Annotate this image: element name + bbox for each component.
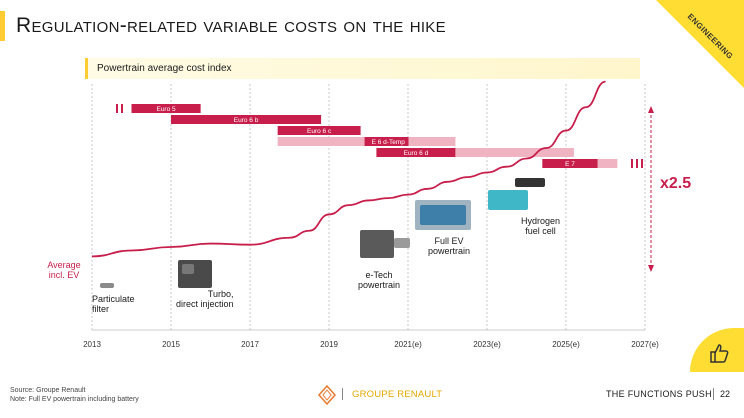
caption-particulate: Particulate filter — [92, 294, 135, 314]
legend-background — [88, 58, 640, 79]
etech-motor-detail — [394, 238, 410, 248]
slide-title: Regulation-related variable costs on the… — [16, 14, 446, 37]
norm-tick-mark — [631, 159, 633, 168]
x-tick-label: 2017 — [241, 340, 259, 349]
x-tick-label: 2023(e) — [473, 340, 501, 349]
turbo-engine-detail — [182, 264, 194, 274]
x-tick-label: 2027(e) — [631, 340, 659, 349]
norm-tick-mark — [636, 159, 638, 168]
norm-bar — [364, 137, 409, 146]
footer-note: Note: Full EV powertrain including batte… — [10, 396, 139, 403]
hydrogen-tank-detail — [515, 178, 545, 187]
norm-bar-extension — [277, 137, 365, 146]
caption-turbo: Turbo, direct injection — [176, 289, 234, 309]
thumbs-up-icon — [710, 344, 729, 363]
brand-text: GROUPE RENAULT — [352, 389, 443, 400]
series-label: Average — [47, 260, 80, 270]
norm-bar-extension — [368, 137, 456, 146]
brand-name: GROUPE RENAULT — [352, 389, 442, 400]
norm-bar-label: E 6 d-Temp — [372, 139, 406, 146]
legend-label: Powertrain average cost index — [97, 63, 232, 74]
caption-etech: e-Tech powertrain — [358, 270, 401, 290]
corner-banner — [656, 0, 744, 88]
footer-notes: Source: Groupe Renault Note: Full EV pow… — [10, 386, 139, 404]
norm-bar-extension — [597, 159, 618, 168]
norm-bar — [376, 148, 456, 157]
x-tick-label: 2019 — [320, 340, 338, 349]
multiplier-annotation: x2.5 — [660, 175, 692, 192]
hydrogen-fuel-cell-illustration — [488, 190, 528, 210]
legend-box — [85, 58, 643, 79]
norm-tick-mark — [116, 104, 118, 113]
norm-bar — [171, 115, 322, 124]
norm-tick-mark — [641, 159, 643, 168]
norm-bar — [542, 159, 598, 168]
norm-bar-label: E 7 — [565, 161, 575, 168]
norm-bar-label: Euro 5 — [156, 106, 176, 113]
page-number: 22 — [720, 389, 731, 399]
norm-bar-label: Euro 6 c — [307, 128, 332, 135]
norm-bar-extension — [455, 148, 574, 157]
norm-tick-mark — [121, 104, 123, 113]
section-name: THE FUNCTIONS PUSH — [606, 389, 712, 399]
series-line-average-incl-ev — [91, 80, 606, 258]
footer-source: Source: Groupe Renault — [10, 387, 86, 394]
turbo-engine-illustration — [178, 260, 212, 288]
x-tick-label: 2013 — [83, 340, 101, 349]
x-tick-label: 2015 — [162, 340, 180, 349]
multiplier-arrow-head — [648, 106, 654, 113]
x-tick-label: 2025(e) — [552, 340, 580, 349]
norm-bar-label: Euro 6 b — [234, 117, 259, 124]
norm-bar — [277, 126, 361, 135]
caption-fullev: Full EV powertrain — [428, 236, 471, 256]
title-accent-bar — [0, 11, 5, 41]
footer-separator — [342, 388, 343, 400]
full-ev-battery-detail — [420, 205, 466, 225]
series-label: incl. EV — [49, 270, 80, 280]
particulate-filter-illustration — [100, 283, 114, 288]
page-separator — [713, 388, 714, 400]
norm-bar — [131, 104, 201, 113]
norm-bar-label: Euro 6 d — [404, 150, 429, 157]
renault-logo-icon — [317, 384, 337, 406]
etech-powertrain-illustration — [360, 230, 394, 258]
multiplier-arrow-head — [648, 265, 654, 272]
caption-hydrogen: Hydrogen fuel cell — [521, 216, 561, 236]
x-tick-label: 2021(e) — [394, 340, 422, 349]
